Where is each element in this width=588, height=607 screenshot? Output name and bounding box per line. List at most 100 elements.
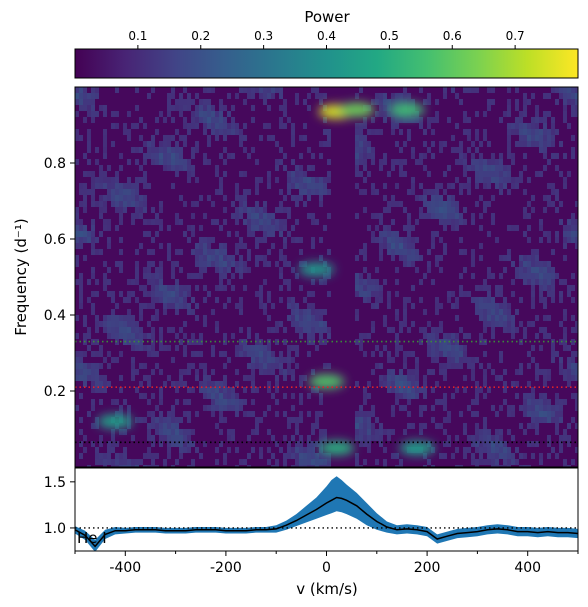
heatmap-cell <box>567 441 571 447</box>
heatmap-cell <box>227 429 231 435</box>
heatmap-cell <box>323 459 327 465</box>
heatmap-cell <box>243 201 247 207</box>
heatmap-cell <box>307 465 311 467</box>
heatmap-cell <box>567 237 571 243</box>
heatmap-cell <box>119 165 123 171</box>
heatmap-cell <box>139 333 143 339</box>
heatmap-cell <box>383 465 387 467</box>
heatmap-cell <box>375 237 379 243</box>
heatmap-cell <box>175 459 179 465</box>
heatmap-cell <box>499 315 503 321</box>
heatmap-cell <box>515 99 519 105</box>
heatmap-cell <box>551 447 555 453</box>
heatmap-cell <box>459 327 463 333</box>
heatmap-cell <box>139 201 143 207</box>
heatmap-cell <box>299 183 303 189</box>
heatmap-cell <box>259 369 263 375</box>
heatmap-cell <box>287 369 291 375</box>
heatmap-cell <box>495 441 499 447</box>
heatmap-cell <box>447 291 451 297</box>
heatmap-cell <box>127 183 131 189</box>
heatmap-cell <box>355 453 359 459</box>
heatmap-cell <box>203 267 207 273</box>
heatmap-cell <box>131 345 135 351</box>
heatmap-cell <box>419 195 423 201</box>
heatmap-cell <box>491 441 495 447</box>
heatmap-cell <box>155 129 159 135</box>
heatmap-cell <box>251 213 255 219</box>
heatmap-cell <box>223 333 227 339</box>
heatmap-cell <box>231 261 235 267</box>
heatmap-cell <box>179 267 183 273</box>
heatmap-cell <box>575 447 578 453</box>
heatmap-cell <box>283 453 287 459</box>
heatmap-cell <box>475 297 479 303</box>
heatmap-cell <box>511 261 515 267</box>
heatmap-cell <box>535 363 539 369</box>
heatmap-cell <box>403 87 407 93</box>
heatmap-cell <box>75 219 79 225</box>
heatmap-cell <box>211 381 215 387</box>
heatmap-cell <box>183 411 187 417</box>
heatmap-cell <box>403 375 407 381</box>
heatmap-cell <box>427 267 431 273</box>
heatmap-cell <box>103 207 107 213</box>
heatmap-cell <box>223 405 227 411</box>
periodogram-heatmap <box>75 87 578 467</box>
heatmap-cell <box>163 285 167 291</box>
heatmap-cell <box>99 351 103 357</box>
heatmap-cell <box>287 183 291 189</box>
heatmap-cell <box>239 87 243 93</box>
heatmap-cell <box>511 327 515 333</box>
heatmap-cell <box>539 147 543 153</box>
heatmap-cell <box>375 429 379 435</box>
heatmap-peak <box>338 102 375 117</box>
heatmap-cell <box>519 363 523 369</box>
heatmap-cell <box>311 441 315 447</box>
heatmap-cell <box>187 309 191 315</box>
heatmap-cell <box>107 189 111 195</box>
heatmap-cell <box>259 417 263 423</box>
heatmap-cell <box>391 405 395 411</box>
heatmap-cell <box>399 375 403 381</box>
heatmap-cell <box>463 87 467 93</box>
heatmap-cell <box>411 237 415 243</box>
heatmap-cell <box>491 327 495 333</box>
heatmap-cell <box>515 309 519 315</box>
heatmap-cell <box>139 393 143 399</box>
heatmap-cell <box>319 453 323 459</box>
heatmap-cell <box>471 297 475 303</box>
heatmap-cell <box>451 291 455 297</box>
heatmap-cell <box>575 93 578 99</box>
heatmap-cell <box>523 153 527 159</box>
heatmap-cell <box>143 333 147 339</box>
heatmap-cell <box>551 183 555 189</box>
heatmap-cell <box>479 297 483 303</box>
heatmap-cell <box>283 279 287 285</box>
heatmap-cell <box>523 453 527 459</box>
heatmap-cell <box>443 375 447 381</box>
heatmap-cell <box>243 195 247 201</box>
heatmap-cell <box>323 363 327 369</box>
heatmap-cell <box>363 177 367 183</box>
heatmap-cell <box>431 333 435 339</box>
heatmap-cell <box>99 201 103 207</box>
heatmap-cell <box>511 159 515 165</box>
heatmap-cell <box>479 453 483 459</box>
heatmap-cell <box>151 315 155 321</box>
heatmap-cell <box>207 387 211 393</box>
heatmap-cell <box>511 333 515 339</box>
heatmap-cell <box>107 165 111 171</box>
heatmap-cell <box>299 453 303 459</box>
heatmap-cell <box>375 345 379 351</box>
heatmap-cell <box>207 405 211 411</box>
heatmap-cell <box>363 135 367 141</box>
heatmap-cell <box>539 129 543 135</box>
heatmap-cell <box>131 213 135 219</box>
heatmap-cell <box>95 369 99 375</box>
heatmap-cell <box>323 141 327 147</box>
heatmap-cell <box>299 321 303 327</box>
heatmap-cell <box>235 369 239 375</box>
heatmap-cell <box>111 297 115 303</box>
heatmap-cell <box>291 177 295 183</box>
